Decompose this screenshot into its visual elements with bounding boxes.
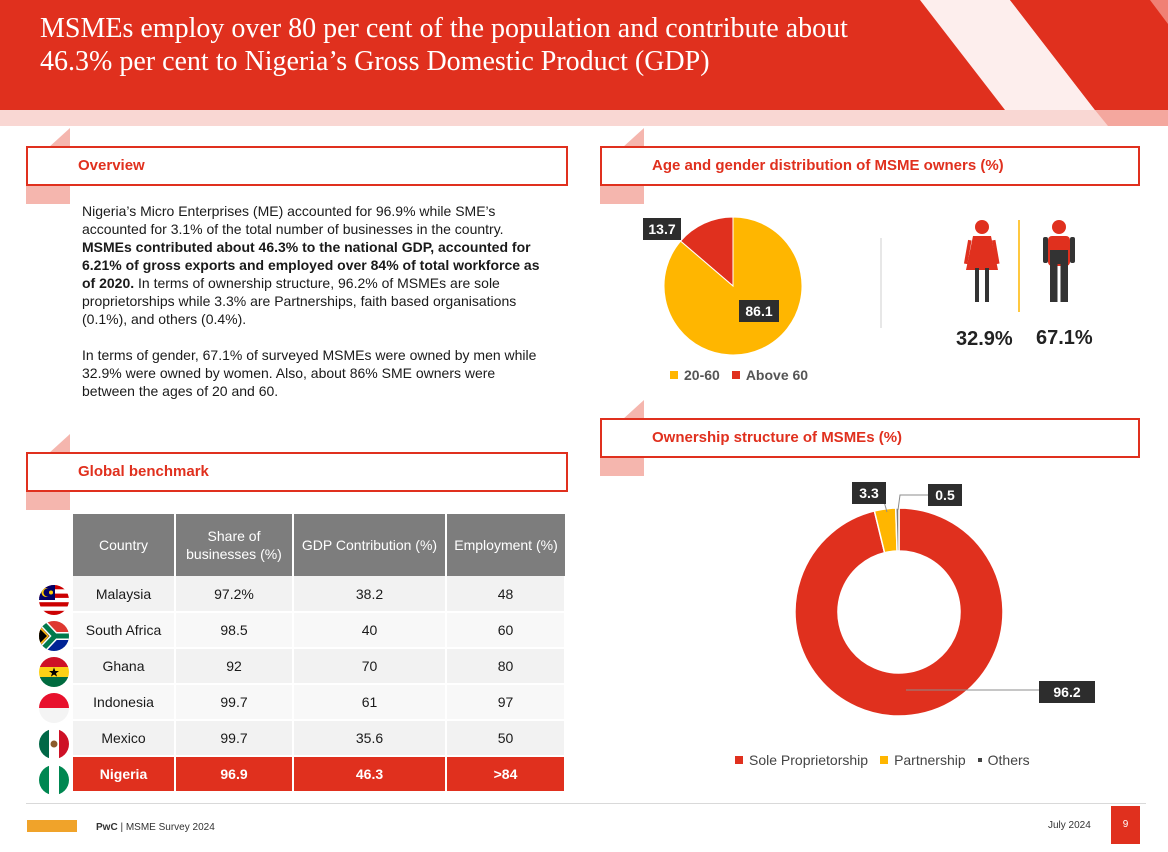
data-label-20-60-text: 86.1: [745, 303, 772, 319]
country-cell: Nigeria: [73, 756, 176, 793]
data-label-above-60: 13.7: [643, 218, 681, 240]
table-row-highlight: Nigeria 96.9 46.3 >84: [73, 756, 566, 793]
data-label-above-60-text: 13.7: [648, 221, 675, 237]
pwc-logo: [27, 820, 77, 832]
ownership-chart-legend: Sole Proprietorship Partnership Others: [735, 752, 1030, 768]
data-label-others-text: 0.5: [935, 487, 955, 503]
data-label-partnership: 3.3: [852, 482, 886, 504]
share-cell: 97.2%: [175, 576, 294, 613]
overview-header: Overview: [26, 146, 568, 186]
country-cell: South Africa: [73, 612, 176, 649]
column-header-gdp: GDP Contribution (%): [293, 514, 447, 576]
legend-label-others: Others: [987, 752, 1030, 768]
column-header-country: Country: [73, 514, 176, 576]
female-percentage: 32.9%: [956, 328, 1013, 350]
leader-line-others: [897, 494, 928, 511]
employment-cell: >84: [446, 756, 566, 793]
gdp-cell: 40: [293, 612, 447, 649]
data-label-sole: 96.2: [1039, 681, 1095, 703]
employment-cell: 50: [446, 720, 566, 757]
indonesia-flag-icon: [39, 693, 69, 723]
data-label-above-60-box: [643, 218, 681, 240]
gdp-cell: 38.2: [293, 576, 447, 613]
benchmark-table: Country Share of businesses (%) GDP Cont…: [73, 514, 566, 793]
ownership-title: Ownership structure of MSMEs (%): [652, 429, 903, 446]
page-title: MSMEs employ over 80 per cent of the pop…: [40, 13, 848, 77]
legend-swatch-20-60: [670, 371, 678, 379]
header-decoration: [920, 0, 1168, 126]
gdp-cell: 46.3: [293, 756, 447, 793]
overview-paragraph-1: Nigeria’s Micro Enterprises (ME) account…: [82, 203, 540, 327]
overview-text: Nigeria’s Micro Enterprises (ME) account…: [82, 202, 552, 418]
column-header-share: Share of businesses (%): [175, 514, 294, 576]
female-icon: [963, 220, 1000, 302]
page-number: 9: [1111, 806, 1140, 844]
legend-swatch-others: [977, 758, 982, 762]
legend-label-20-60: 20-60: [684, 367, 720, 383]
footer-divider: [26, 803, 1146, 804]
employment-cell: 80: [446, 648, 566, 685]
legend-label-partnership: Partnership: [894, 752, 966, 768]
donut-slice-sole-proprietorship: [794, 507, 1004, 717]
malaysia-flag-icon: [39, 585, 69, 615]
pie-slice-above-60: [679, 216, 734, 288]
ghana-flag-icon: [39, 657, 69, 687]
share-cell: 92: [175, 648, 294, 685]
data-label-partnership-text: 3.3: [859, 485, 879, 501]
legend-swatch-above-60: [731, 371, 740, 379]
data-label-sole-text: 96.2: [1053, 684, 1080, 700]
data-label-sole-box: [1039, 681, 1095, 703]
share-cell: 98.5: [175, 612, 294, 649]
age-gender-title: Age and gender distribution of MSME owne…: [652, 157, 1004, 174]
column-header-employment: Employment (%): [446, 514, 565, 576]
employment-cell: 97: [446, 684, 566, 721]
footer-doc-title: PwC | MSME Survey 2024: [96, 822, 215, 833]
mexico-flag-icon: [39, 729, 69, 759]
age-pie-chart: 13.7 86.1: [643, 216, 803, 356]
employment-cell: 60: [446, 612, 566, 649]
legend-swatch-partnership: [880, 756, 889, 764]
overview-title: Overview: [78, 157, 145, 174]
table-row: Ghana 92 70 80: [73, 648, 566, 685]
table-row: Malaysia 97.2% 38.2 48: [73, 576, 566, 613]
age-gender-header: Age and gender distribution of MSME owne…: [600, 146, 1140, 186]
age-chart-legend: 20-60 Above 60: [670, 367, 808, 383]
benchmark-title: Global benchmark: [78, 463, 209, 480]
table-row: Mexico 99.7 35.6 50: [73, 720, 566, 757]
header-strip: [0, 110, 1168, 126]
share-cell: 99.7: [175, 720, 294, 757]
legend-swatch-sole: [735, 756, 743, 764]
share-cell: 96.9: [175, 756, 294, 793]
data-label-partnership-box: [852, 482, 886, 504]
data-label-20-60-box: [739, 300, 779, 322]
benchmark-header: Global benchmark: [26, 452, 568, 492]
donut-slice-others: [894, 507, 900, 552]
south-africa-flag-icon: [39, 621, 69, 651]
country-cell: Ghana: [73, 648, 176, 685]
male-percentage: 67.1%: [1036, 327, 1093, 349]
table-row: Indonesia 99.7 61 97: [73, 684, 566, 721]
data-label-others-box: [928, 484, 962, 506]
country-cell: Indonesia: [73, 684, 176, 721]
nigeria-flag-icon: [39, 765, 69, 795]
gdp-cell: 70: [293, 648, 447, 685]
data-label-20-60: 86.1: [739, 300, 779, 322]
share-cell: 99.7: [175, 684, 294, 721]
overview-paragraph-2: In terms of gender, 67.1% of surveyed MS…: [82, 347, 537, 399]
ownership-donut-chart: 96.2 3.3 0.5: [794, 482, 1095, 717]
country-cell: Mexico: [73, 720, 176, 757]
legend-label-above-60: Above 60: [745, 367, 809, 383]
employment-cell: 48: [446, 576, 566, 613]
gdp-cell: 61: [293, 684, 447, 721]
data-label-others: 0.5: [928, 484, 962, 506]
ownership-header: Ownership structure of MSMEs (%): [600, 418, 1140, 458]
legend-label-sole: Sole Proprietorship: [749, 752, 869, 768]
gdp-cell: 35.6: [293, 720, 447, 757]
male-icon: [1043, 220, 1075, 302]
country-cell: Malaysia: [73, 576, 176, 613]
table-row: South Africa 98.5 40 60: [73, 612, 566, 649]
footer-date: July 2024: [1048, 820, 1091, 831]
